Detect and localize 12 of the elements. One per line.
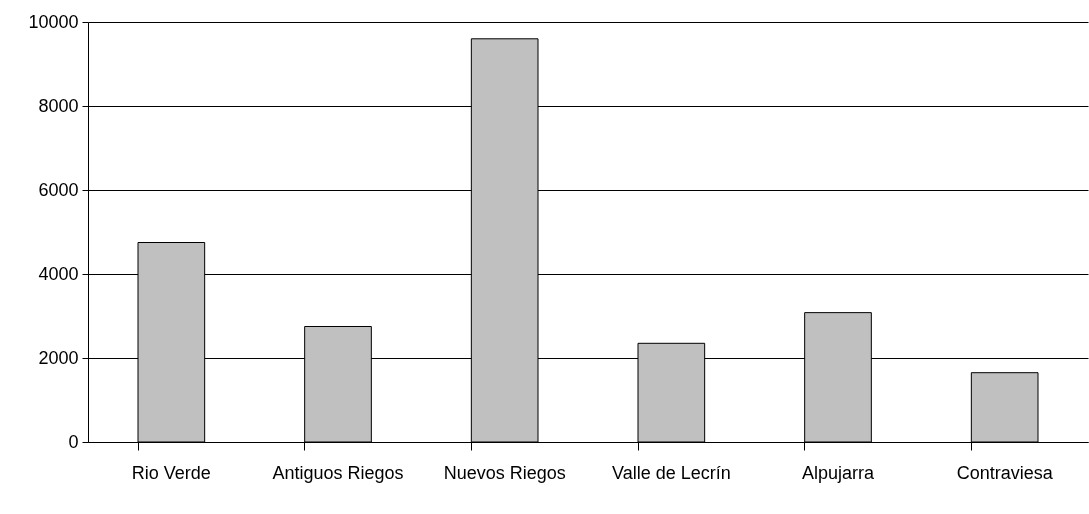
y-tick-label: 4000 [38, 263, 79, 284]
y-tick-label: 2000 [38, 347, 79, 368]
x-tick-label: Valle de Lecrín [611, 462, 731, 483]
y-tick-label: 8000 [38, 95, 79, 116]
x-tick-label: Alpujarra [801, 462, 875, 483]
y-tick-label: 0 [68, 431, 79, 452]
y-tick-label: 10000 [28, 11, 79, 32]
x-tick-label: Antiguos Riegos [272, 462, 404, 483]
y-tick-label: 6000 [38, 179, 79, 200]
x-tick-label: Nuevos Riegos [443, 462, 566, 483]
x-tick-label: Rio Verde [131, 462, 211, 483]
x-tick-label: Contraviesa [956, 462, 1054, 483]
